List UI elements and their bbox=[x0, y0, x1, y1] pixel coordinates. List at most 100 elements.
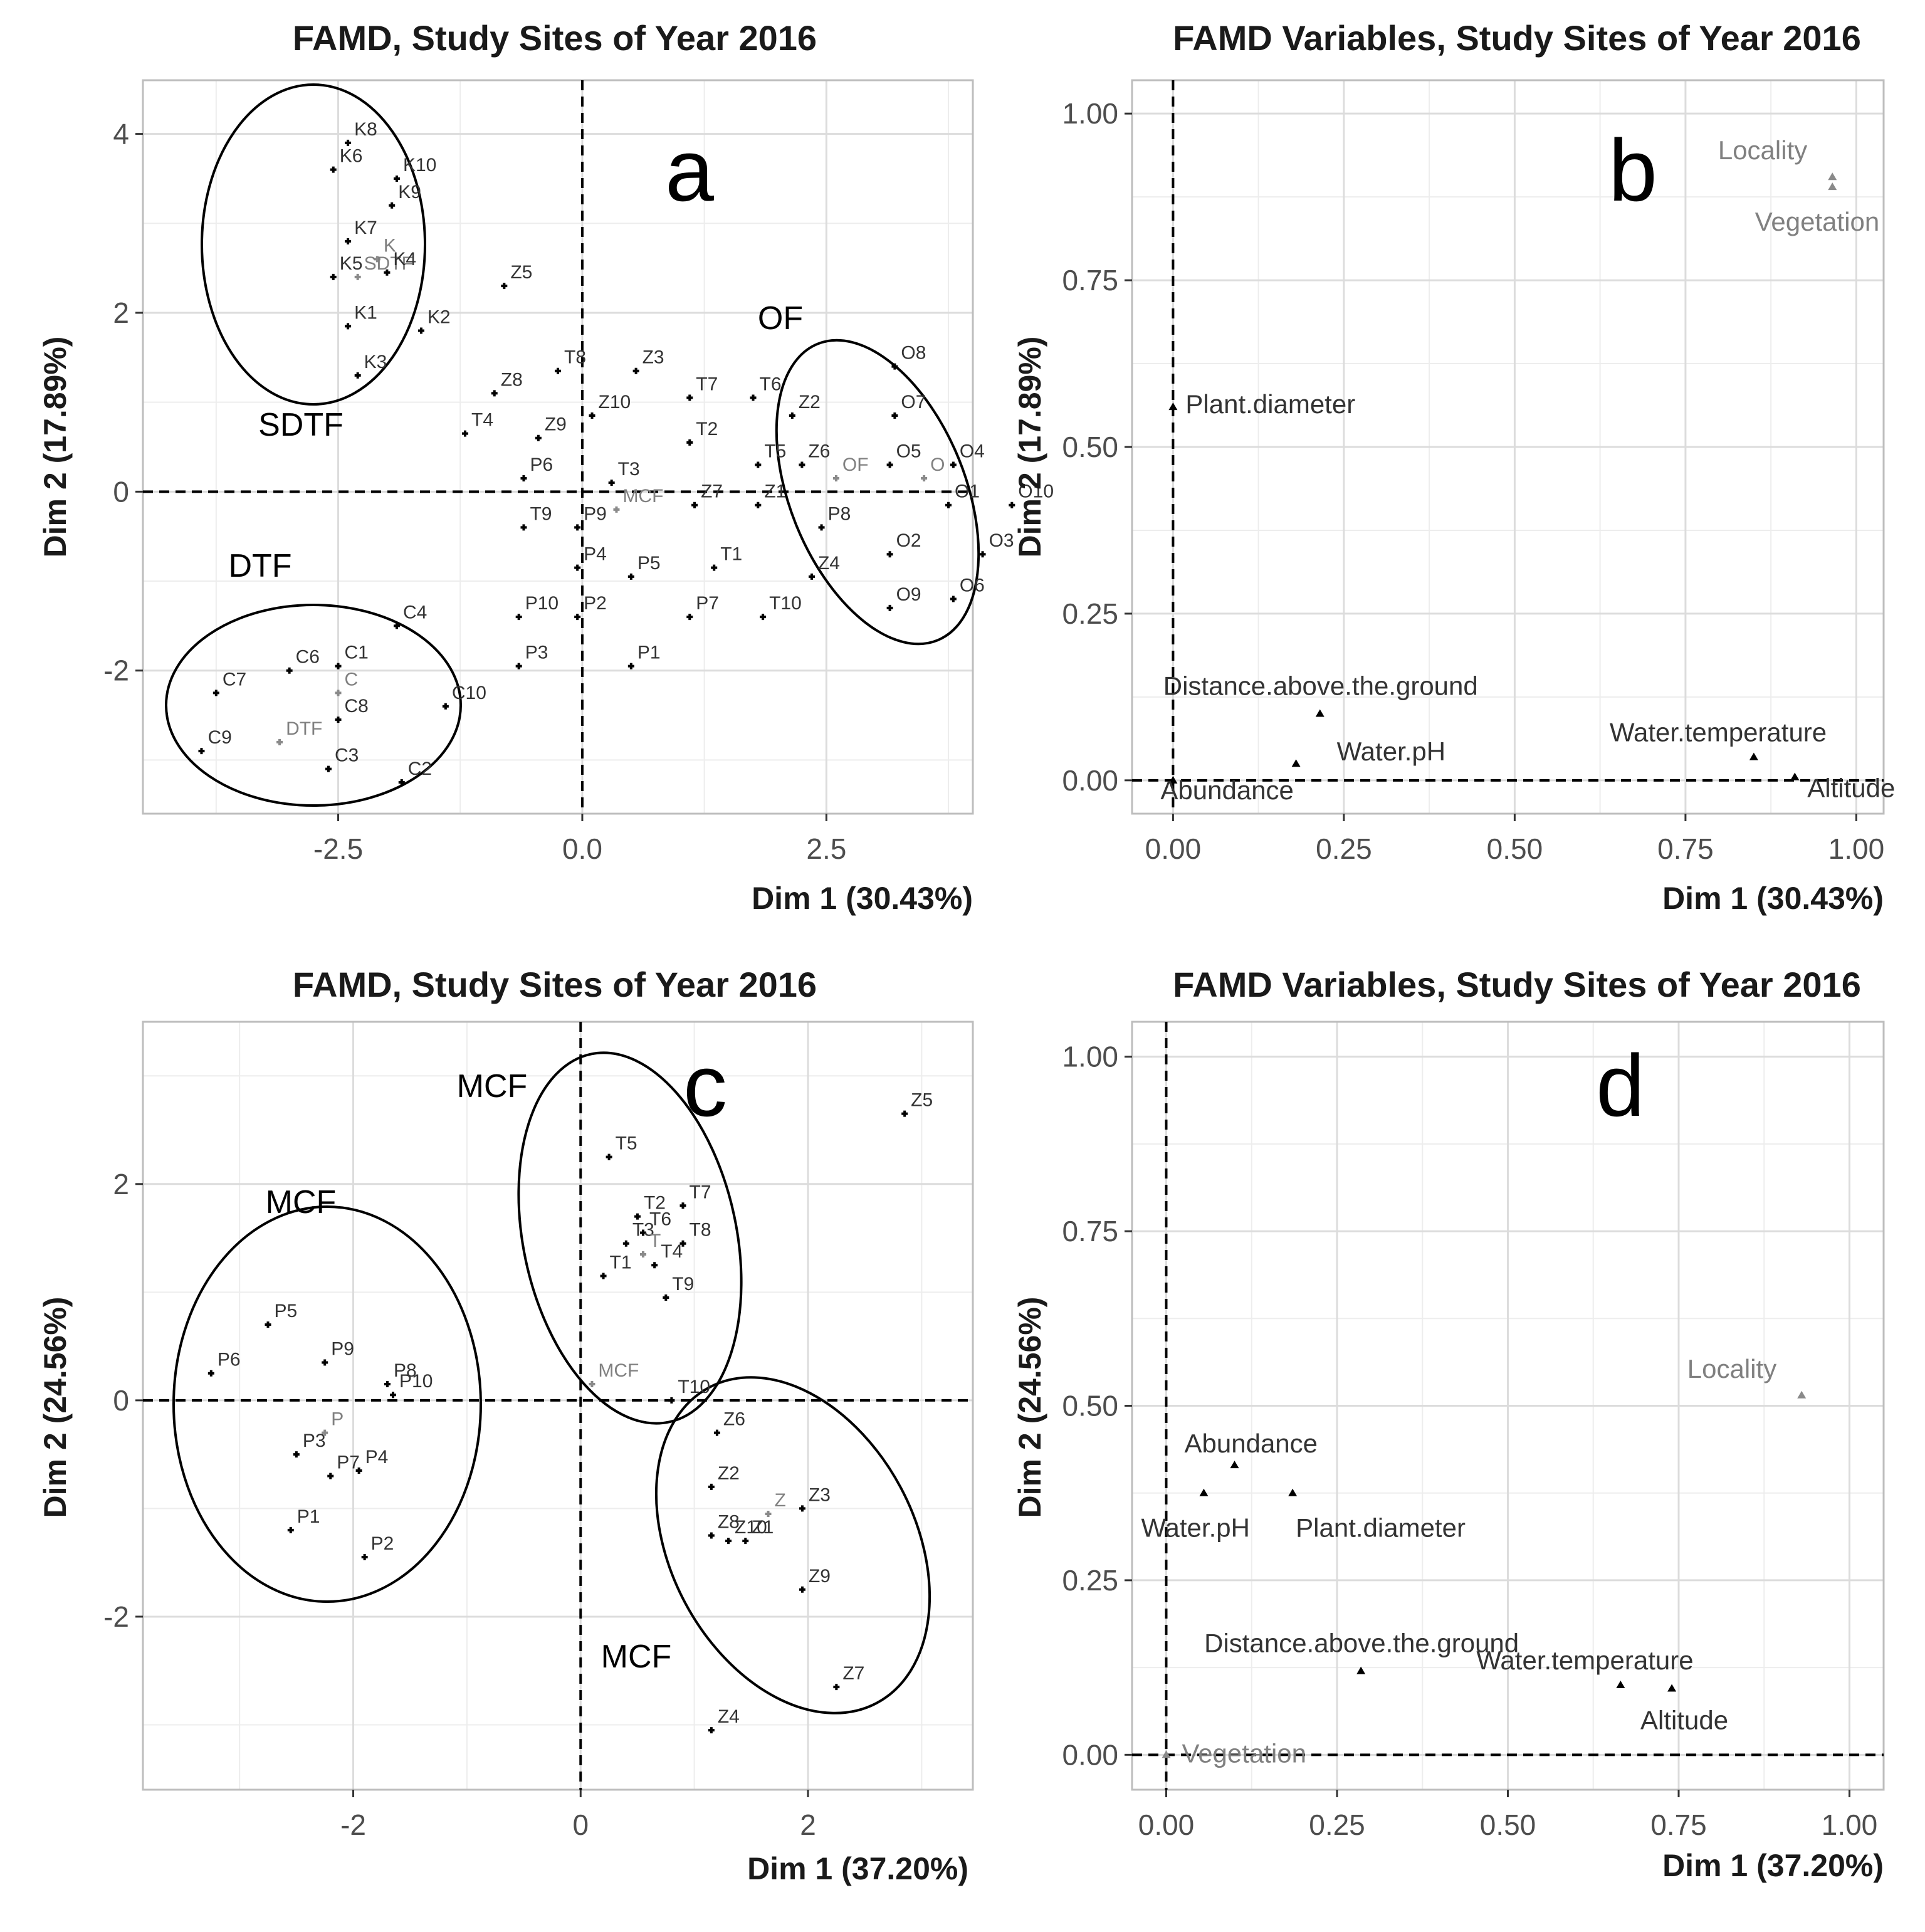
x-tick-label: 2.5 bbox=[806, 832, 846, 865]
site-point bbox=[679, 1202, 686, 1209]
point-label: T2 bbox=[644, 1193, 666, 1214]
point-label: K8 bbox=[354, 119, 377, 140]
site-point bbox=[799, 1505, 805, 1512]
variable-point bbox=[1828, 182, 1837, 191]
site-point bbox=[384, 269, 391, 276]
site-point bbox=[589, 412, 595, 419]
x-tick-label: 0.25 bbox=[1309, 1809, 1365, 1841]
site-point bbox=[345, 139, 352, 146]
panel-letter: b bbox=[1608, 121, 1657, 219]
y-axis-label: Dim 2 (24.56%) bbox=[38, 1297, 73, 1518]
site-point bbox=[335, 690, 342, 696]
point-label: C4 bbox=[403, 602, 427, 622]
point-label: P bbox=[331, 1409, 344, 1430]
group-label: MCF bbox=[266, 1184, 337, 1221]
site-point bbox=[679, 1240, 686, 1247]
point-label: T9 bbox=[672, 1274, 694, 1294]
site-point bbox=[330, 273, 337, 280]
point-label: Z1 bbox=[764, 481, 786, 502]
point-label: P3 bbox=[525, 643, 548, 663]
site-point bbox=[515, 663, 522, 669]
point-label: Plant.diameter bbox=[1185, 389, 1355, 419]
site-point bbox=[789, 412, 795, 419]
site-point bbox=[799, 461, 805, 468]
point-label: O4 bbox=[960, 441, 985, 462]
site-point bbox=[613, 506, 620, 513]
chart-title: FAMD, Study Sites of Year 2016 bbox=[293, 965, 817, 1004]
x-tick-label: 0.50 bbox=[1487, 832, 1543, 865]
panel-b: 0.00 0.25 0.50 0.75 1.00 0.00 0.25 0.50 0.75 1.00… bbox=[1012, 18, 1895, 916]
point-label: K7 bbox=[354, 218, 377, 238]
group-label: DTF bbox=[228, 548, 291, 584]
point-label: K10 bbox=[403, 155, 436, 176]
point-label: C7 bbox=[223, 669, 246, 690]
point-label: P4 bbox=[584, 544, 607, 565]
site-point bbox=[327, 1473, 334, 1479]
variable-point bbox=[1162, 1750, 1171, 1758]
x-tick-label: 0.75 bbox=[1650, 1809, 1707, 1841]
cluster-ellipse bbox=[172, 1205, 482, 1603]
site-point bbox=[574, 564, 581, 571]
point-label: DTF bbox=[286, 718, 322, 739]
x-tick-label: 0.75 bbox=[1657, 832, 1714, 865]
site-point bbox=[322, 1429, 328, 1436]
site-point bbox=[799, 1586, 805, 1593]
y-tick-label: 0.75 bbox=[1062, 264, 1118, 297]
point-label: T10 bbox=[769, 593, 802, 614]
point-label: Distance.above.the.ground bbox=[1163, 671, 1478, 700]
variable-point bbox=[1828, 172, 1837, 181]
site-point bbox=[708, 1727, 715, 1734]
site-point bbox=[755, 461, 762, 468]
point-label: Z10 bbox=[735, 1517, 767, 1538]
variable-point bbox=[1356, 1666, 1366, 1674]
plot-background bbox=[143, 80, 973, 814]
panel-d: 0.00 0.25 0.50 0.75 1.00 0.00 0.25 0.50 0.75 1.00… bbox=[1012, 965, 1885, 1883]
x-tick-label: 0.00 bbox=[1138, 1809, 1195, 1841]
point-label: K9 bbox=[398, 182, 421, 202]
y-tick-label: 0.25 bbox=[1062, 1564, 1118, 1597]
site-point bbox=[286, 667, 293, 674]
y-tick-label: 2 bbox=[113, 1168, 129, 1200]
point-label: Z4 bbox=[718, 1706, 740, 1727]
cluster-ellipse bbox=[165, 604, 462, 807]
site-point bbox=[833, 1684, 840, 1691]
point-label: Z8 bbox=[501, 369, 523, 390]
point-label: K1 bbox=[354, 302, 377, 323]
point-label: P1 bbox=[297, 1506, 320, 1527]
site-point bbox=[622, 1240, 629, 1247]
site-point bbox=[921, 475, 928, 481]
site-point bbox=[691, 501, 698, 508]
point-label: Z2 bbox=[718, 1463, 740, 1484]
point-label: C3 bbox=[335, 745, 359, 766]
y-tick-label: 0.00 bbox=[1062, 764, 1118, 797]
variable-point bbox=[1168, 775, 1178, 784]
point-label: C1 bbox=[345, 643, 369, 663]
point-label: O3 bbox=[989, 530, 1014, 551]
site-point bbox=[651, 1262, 658, 1269]
cluster-ellipse bbox=[654, 1376, 931, 1714]
point-label: T1 bbox=[610, 1252, 632, 1273]
point-label: O8 bbox=[901, 343, 926, 364]
site-point bbox=[491, 390, 498, 397]
point-label: Z9 bbox=[809, 1566, 831, 1587]
y-tick-label: 0.75 bbox=[1062, 1215, 1118, 1247]
site-point bbox=[374, 256, 380, 263]
point-label: Water.pH bbox=[1141, 1513, 1250, 1543]
site-point bbox=[574, 614, 581, 621]
point-label: Altitude bbox=[1807, 774, 1895, 803]
site-point bbox=[207, 1370, 214, 1377]
point-label: Distance.above.the.ground bbox=[1204, 1629, 1519, 1658]
point-label: O bbox=[930, 454, 945, 475]
point-label: OF bbox=[842, 454, 869, 475]
point-label: Z3 bbox=[643, 347, 664, 368]
point-label: T4 bbox=[661, 1241, 683, 1262]
site-point bbox=[832, 475, 839, 481]
site-point bbox=[335, 663, 342, 669]
site-point bbox=[345, 323, 352, 330]
site-point bbox=[354, 273, 361, 280]
site-point bbox=[765, 1511, 772, 1518]
cluster-ellipse bbox=[775, 339, 980, 646]
site-point bbox=[390, 1392, 397, 1399]
y-tick-label: -2 bbox=[103, 654, 129, 687]
